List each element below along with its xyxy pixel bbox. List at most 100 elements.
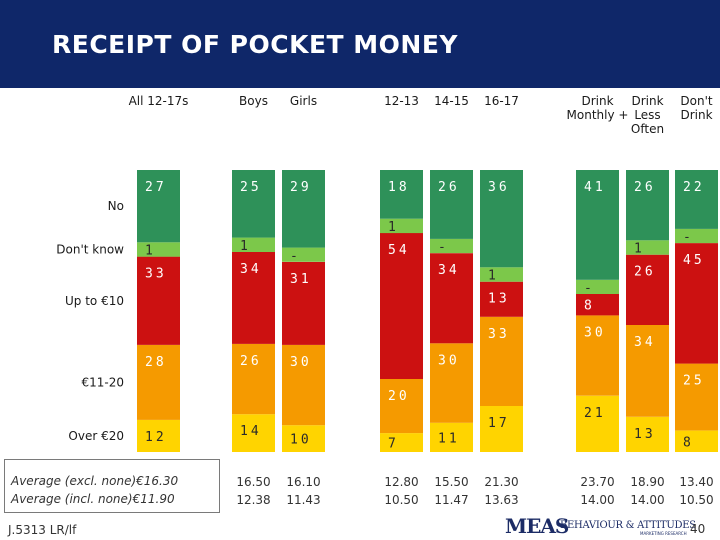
average-incl-value: 14.00 <box>580 493 615 507</box>
data-label: 26 <box>240 354 262 369</box>
bar-segment <box>675 430 718 452</box>
bar-segment <box>380 218 423 234</box>
bar-segment <box>675 243 718 364</box>
category-label: Over €20 <box>68 429 124 443</box>
column-header: Less <box>634 108 660 122</box>
data-label: 21 <box>584 406 606 421</box>
data-label: - <box>290 249 301 264</box>
data-label: 1 <box>488 269 499 284</box>
average-incl-value: 14.00 <box>630 493 665 507</box>
data-label: 36 <box>488 180 510 195</box>
data-label: 28 <box>145 355 167 370</box>
average-incl-value: 10.50 <box>384 493 419 507</box>
average-excl-value: 23.70 <box>580 475 615 489</box>
data-label: 25 <box>240 180 262 195</box>
bar-segment <box>232 252 275 344</box>
bar-segment <box>576 315 619 396</box>
column-header: 14-15 <box>434 94 469 108</box>
bar-segment <box>576 279 619 294</box>
data-label: 33 <box>488 327 510 342</box>
average-incl-value: 10.50 <box>679 493 714 507</box>
data-label: 29 <box>290 180 312 195</box>
data-label: 10 <box>290 433 312 448</box>
bar-segment <box>380 433 423 452</box>
bar-segment <box>430 422 473 452</box>
title-bar: RECEIPT OF POCKET MONEY <box>0 0 720 88</box>
average-excl-value: 15.50 <box>434 475 469 489</box>
bar-segment <box>232 170 275 238</box>
bar-segment <box>626 170 669 241</box>
bar-segment <box>137 170 180 243</box>
data-label: 45 <box>683 253 705 268</box>
behaviour-attitudes-logo-subtitle: MARKETING RESEARCH <box>640 531 687 536</box>
bar-segment <box>137 242 180 257</box>
average-incl-value: 11.47 <box>434 493 469 507</box>
data-label: 30 <box>290 355 312 370</box>
data-label: - <box>683 230 694 245</box>
column-header: Don't <box>680 94 712 108</box>
bar-segment <box>576 395 619 452</box>
bar-segment <box>626 254 669 325</box>
bar-segment <box>282 425 325 452</box>
data-label: 30 <box>438 353 460 368</box>
bar-segment <box>480 406 523 452</box>
data-label: 41 <box>584 180 606 195</box>
data-label: 30 <box>584 325 606 340</box>
data-label: 7 <box>388 437 399 452</box>
average-incl-value: 12.38 <box>236 493 271 507</box>
bar-segment <box>576 294 619 316</box>
data-label: 34 <box>240 262 262 277</box>
data-label: 54 <box>388 243 410 258</box>
data-label: 8 <box>584 299 595 314</box>
bar-segment <box>480 281 523 317</box>
data-label: 1 <box>240 239 251 254</box>
data-label: 11 <box>438 431 460 446</box>
data-label: 22 <box>683 180 705 195</box>
bar-segment <box>137 345 180 420</box>
category-label: Don't know <box>56 242 124 256</box>
data-label: 31 <box>290 272 312 287</box>
data-label: 34 <box>634 335 656 350</box>
bar-segment <box>282 247 325 262</box>
column-header: Boys <box>239 94 268 108</box>
data-label: 34 <box>438 263 460 278</box>
bar-segment <box>675 228 718 244</box>
column-header: Drink <box>581 94 613 108</box>
bar-segment <box>430 343 473 423</box>
category-label: Up to €10 <box>65 294 124 308</box>
bar-segment <box>675 170 718 229</box>
category-label: €11-20 <box>81 375 124 389</box>
data-label: 13 <box>488 292 510 307</box>
average-incl-value: 11.43 <box>286 493 321 507</box>
bar-segment <box>626 240 669 255</box>
bar-segment <box>137 419 180 452</box>
data-label: 26 <box>634 265 656 280</box>
stacked-bar-chart: 122833127142634125103031-297205411811303… <box>56 94 718 452</box>
bar-segment <box>626 324 669 417</box>
bar-segment <box>430 170 473 239</box>
bar-segment <box>232 414 275 452</box>
column-header: Monthly + <box>567 108 629 122</box>
bar-segment <box>380 233 423 379</box>
bar-segment <box>380 379 423 434</box>
bar-segment <box>232 237 275 252</box>
data-label: 17 <box>488 416 510 431</box>
average-excl-value: 18.90 <box>630 475 665 489</box>
data-label: 27 <box>145 180 167 195</box>
data-label: 1 <box>634 242 645 257</box>
average-excl-value: 13.40 <box>679 475 714 489</box>
data-label: 13 <box>634 427 656 442</box>
bar-segment <box>576 170 619 280</box>
data-label: 26 <box>634 180 656 195</box>
average-excl-label: Average (excl. none)€16.30 <box>11 474 179 488</box>
bar-segment <box>480 267 523 282</box>
bar-segment <box>480 170 523 268</box>
data-label: 12 <box>145 430 167 445</box>
behaviour-attitudes-logo: BEHAVIOUR & ATTITUDES <box>560 520 696 531</box>
category-label: No <box>108 199 124 213</box>
bar-segment <box>282 261 325 345</box>
bar-segment <box>232 343 275 415</box>
data-label: - <box>438 240 449 255</box>
column-header: All 12-17s <box>129 94 189 108</box>
column-header: Girls <box>290 94 317 108</box>
